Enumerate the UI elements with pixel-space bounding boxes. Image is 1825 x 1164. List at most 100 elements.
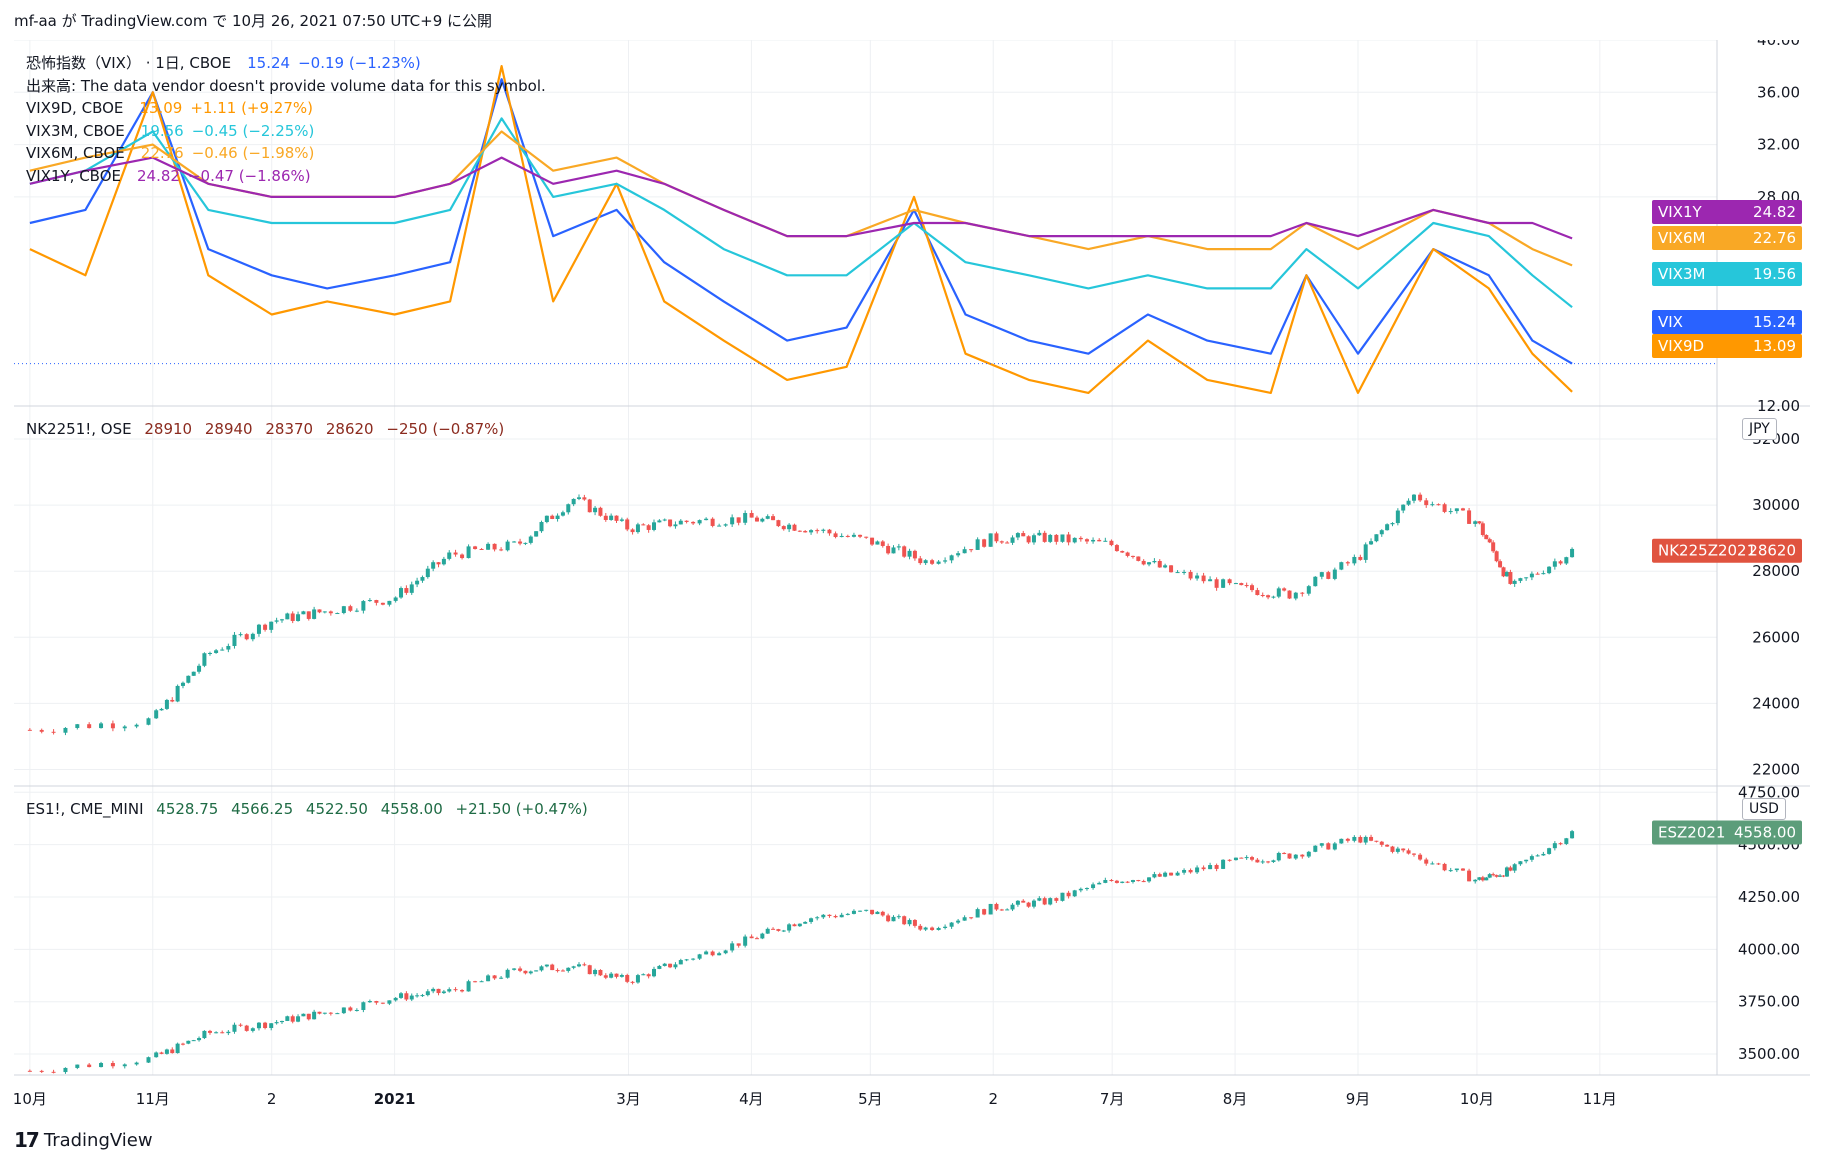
candle-up[interactable]	[891, 916, 896, 922]
candle-up[interactable]	[1271, 860, 1276, 862]
candle-up[interactable]	[409, 584, 414, 593]
candle-down[interactable]	[27, 729, 32, 731]
candle-up[interactable]	[1048, 898, 1053, 905]
candle-up[interactable]	[1010, 537, 1015, 543]
candle-up[interactable]	[975, 539, 980, 550]
candle-up[interactable]	[936, 561, 941, 564]
candle-up[interactable]	[322, 611, 327, 613]
candle-down[interactable]	[1467, 870, 1472, 882]
candle-up[interactable]	[341, 1007, 346, 1014]
candle-down[interactable]	[1358, 836, 1363, 843]
candle-up[interactable]	[1103, 880, 1108, 883]
candle-up[interactable]	[1091, 539, 1096, 542]
candle-down[interactable]	[1255, 859, 1260, 863]
candle-up[interactable]	[678, 960, 683, 965]
candle-up[interactable]	[393, 997, 398, 1001]
candle-up[interactable]	[441, 558, 446, 565]
candle-up[interactable]	[988, 903, 993, 915]
candle-down[interactable]	[492, 543, 497, 550]
candle-up[interactable]	[226, 1031, 231, 1034]
candle-up[interactable]	[1395, 848, 1400, 852]
candle-up[interactable]	[191, 1040, 196, 1042]
nk-currency-badge[interactable]: JPY	[1742, 418, 1777, 440]
candle-up[interactable]	[1477, 877, 1482, 880]
candle-down[interactable]	[864, 536, 869, 538]
candle-up[interactable]	[875, 911, 880, 915]
candle-down[interactable]	[404, 993, 409, 1000]
candle-up[interactable]	[943, 926, 948, 928]
candle-up[interactable]	[1570, 831, 1575, 839]
candle-down[interactable]	[1021, 900, 1026, 903]
price-axes[interactable]: 40.0036.0032.0028.0012.00320003000028000…	[1738, 40, 1800, 1063]
candle-down[interactable]	[1260, 595, 1265, 597]
candle-up[interactable]	[821, 529, 826, 531]
candle-up[interactable]	[1015, 900, 1020, 905]
candle-up[interactable]	[1319, 843, 1324, 846]
candle-down[interactable]	[870, 537, 875, 545]
candle-down[interactable]	[1227, 579, 1232, 584]
candle-down[interactable]	[453, 989, 458, 991]
candle-down[interactable]	[1501, 567, 1506, 577]
candle-up[interactable]	[420, 995, 425, 997]
candle-up[interactable]	[821, 914, 826, 918]
candle-down[interactable]	[1157, 874, 1162, 877]
candle-up[interactable]	[505, 541, 510, 551]
candle-up[interactable]	[431, 988, 436, 992]
candle-down[interactable]	[1120, 551, 1125, 553]
series-line-vix1y[interactable]	[29, 156, 1573, 240]
candle-down[interactable]	[641, 524, 646, 526]
candle-down[interactable]	[1114, 545, 1119, 552]
candle-down[interactable]	[1109, 880, 1114, 882]
candle-up[interactable]	[609, 973, 614, 978]
candle-down[interactable]	[710, 518, 715, 526]
candle-up[interactable]	[387, 600, 392, 605]
candle-down[interactable]	[912, 550, 917, 559]
candle-up[interactable]	[566, 504, 571, 513]
candle-up[interactable]	[1091, 884, 1096, 889]
candle-down[interactable]	[918, 925, 923, 930]
candle-up[interactable]	[1454, 868, 1459, 871]
candle-up[interactable]	[335, 613, 340, 615]
candle-down[interactable]	[1358, 556, 1363, 560]
candle-down[interactable]	[555, 970, 560, 972]
candle-down[interactable]	[1326, 843, 1331, 850]
candle-up[interactable]	[781, 930, 786, 932]
candle-up[interactable]	[191, 671, 196, 676]
candle-up[interactable]	[301, 611, 306, 615]
candle-down[interactable]	[969, 917, 974, 919]
candle-down[interactable]	[833, 916, 838, 918]
candle-down[interactable]	[1287, 590, 1292, 599]
candle-down[interactable]	[27, 1070, 32, 1072]
candle-up[interactable]	[1015, 533, 1020, 538]
candle-up[interactable]	[296, 614, 301, 621]
candle-up[interactable]	[175, 1043, 180, 1054]
candle-up[interactable]	[146, 1057, 151, 1063]
candle-down[interactable]	[598, 969, 603, 976]
candle-up[interactable]	[1306, 586, 1311, 594]
candle-up[interactable]	[907, 919, 912, 925]
candle-down[interactable]	[110, 1063, 115, 1067]
candle-up[interactable]	[619, 975, 624, 977]
candle-down[interactable]	[1125, 552, 1130, 556]
series-line-vix[interactable]	[29, 78, 1573, 365]
candle-down[interactable]	[1227, 859, 1232, 861]
candle-up[interactable]	[301, 1013, 306, 1017]
candle-up[interactable]	[154, 710, 159, 719]
candle-up[interactable]	[1152, 561, 1157, 563]
candle-down[interactable]	[1266, 861, 1271, 863]
candle-down[interactable]	[1266, 595, 1271, 598]
candle-up[interactable]	[544, 515, 549, 523]
candle-down[interactable]	[1300, 854, 1305, 857]
candle-up[interactable]	[528, 971, 533, 974]
candle-down[interactable]	[1250, 585, 1255, 591]
candle-down[interactable]	[1201, 867, 1206, 870]
candle-up[interactable]	[1484, 877, 1489, 881]
candle-down[interactable]	[1424, 500, 1429, 506]
candle-down[interactable]	[625, 519, 630, 530]
candle-up[interactable]	[466, 981, 471, 992]
candle-up[interactable]	[1339, 562, 1344, 570]
candle-up[interactable]	[134, 1062, 139, 1065]
candle-down[interactable]	[436, 988, 441, 994]
candle-down[interactable]	[1374, 840, 1379, 842]
candle-up[interactable]	[214, 650, 219, 653]
